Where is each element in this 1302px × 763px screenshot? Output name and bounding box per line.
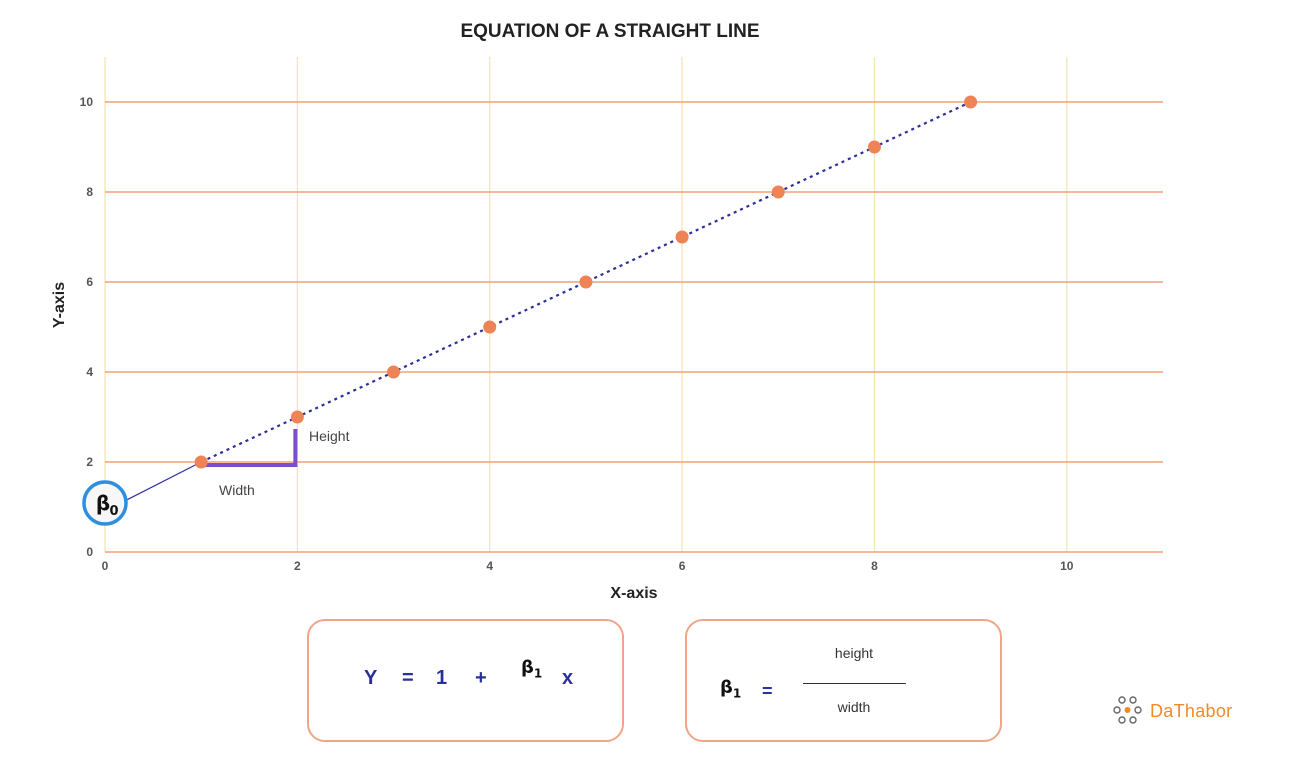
series-line [200, 101, 972, 463]
y-tick-label: 6 [86, 275, 93, 289]
data-point [771, 185, 785, 199]
slope-numerator: height [834, 645, 874, 661]
data-point [483, 320, 497, 334]
tick-labels: 0 2 4 6 8 10 0 2 4 6 8 10 [80, 95, 1074, 573]
grid [104, 57, 1163, 553]
dots-cluster-icon [1113, 696, 1142, 724]
chart-title: EQUATION OF A STRAIGHT LINE [460, 21, 759, 42]
intercept-label: β [96, 491, 110, 515]
x-tick-label: 8 [871, 559, 878, 573]
eq-y: Y [364, 667, 378, 689]
slope-denominator: width [837, 699, 871, 715]
data-point [290, 410, 304, 424]
eq-x: x [562, 667, 574, 689]
eq-intercept-value: 1 [436, 667, 448, 689]
data-point [964, 95, 978, 109]
eq-beta-1: β1 [521, 657, 543, 681]
y-tick-label: 0 [86, 545, 93, 559]
eq-plus: + [475, 667, 487, 689]
x-tick-label: 4 [486, 559, 493, 573]
slope-beta-1: β1 [720, 677, 742, 701]
x-axis-label: X-axis [610, 585, 657, 602]
x-tick-label: 0 [102, 559, 109, 573]
eq-equals: = [402, 667, 414, 689]
logo-text: DaThabor [1150, 700, 1233, 721]
y-tick-label: 4 [86, 365, 93, 379]
intercept-marker [82, 480, 128, 526]
intercept-line [112, 461, 202, 508]
data-point [675, 230, 689, 244]
line-chart: EQUATION OF A STRAIGHT LINE 0 2 4 6 8 10 0 2 4 6 8… [51, 21, 1163, 602]
data-point [579, 275, 593, 289]
dathabor-logo: DaThabor [1112, 694, 1232, 728]
height-annotation: Height [309, 428, 350, 444]
intercept-subscript: 0 [109, 504, 118, 519]
y-tick-label: 2 [86, 455, 93, 469]
width-annotation: Width [219, 482, 255, 498]
data-point [387, 365, 401, 379]
slope-box: β1 = height width [685, 619, 1002, 742]
y-axis-label: Y-axis [51, 282, 68, 328]
slope-equals: = [762, 681, 773, 701]
fraction-bar [803, 683, 906, 684]
y-tick-label: 10 [80, 95, 94, 109]
x-tick-label: 6 [679, 559, 686, 573]
data-point [867, 140, 881, 154]
data-point [194, 455, 208, 469]
x-tick-label: 10 [1060, 559, 1074, 573]
equation-box: Y = 1 + β1 x [307, 619, 624, 742]
x-tick-label: 2 [294, 559, 301, 573]
y-tick-label: 8 [86, 185, 93, 199]
